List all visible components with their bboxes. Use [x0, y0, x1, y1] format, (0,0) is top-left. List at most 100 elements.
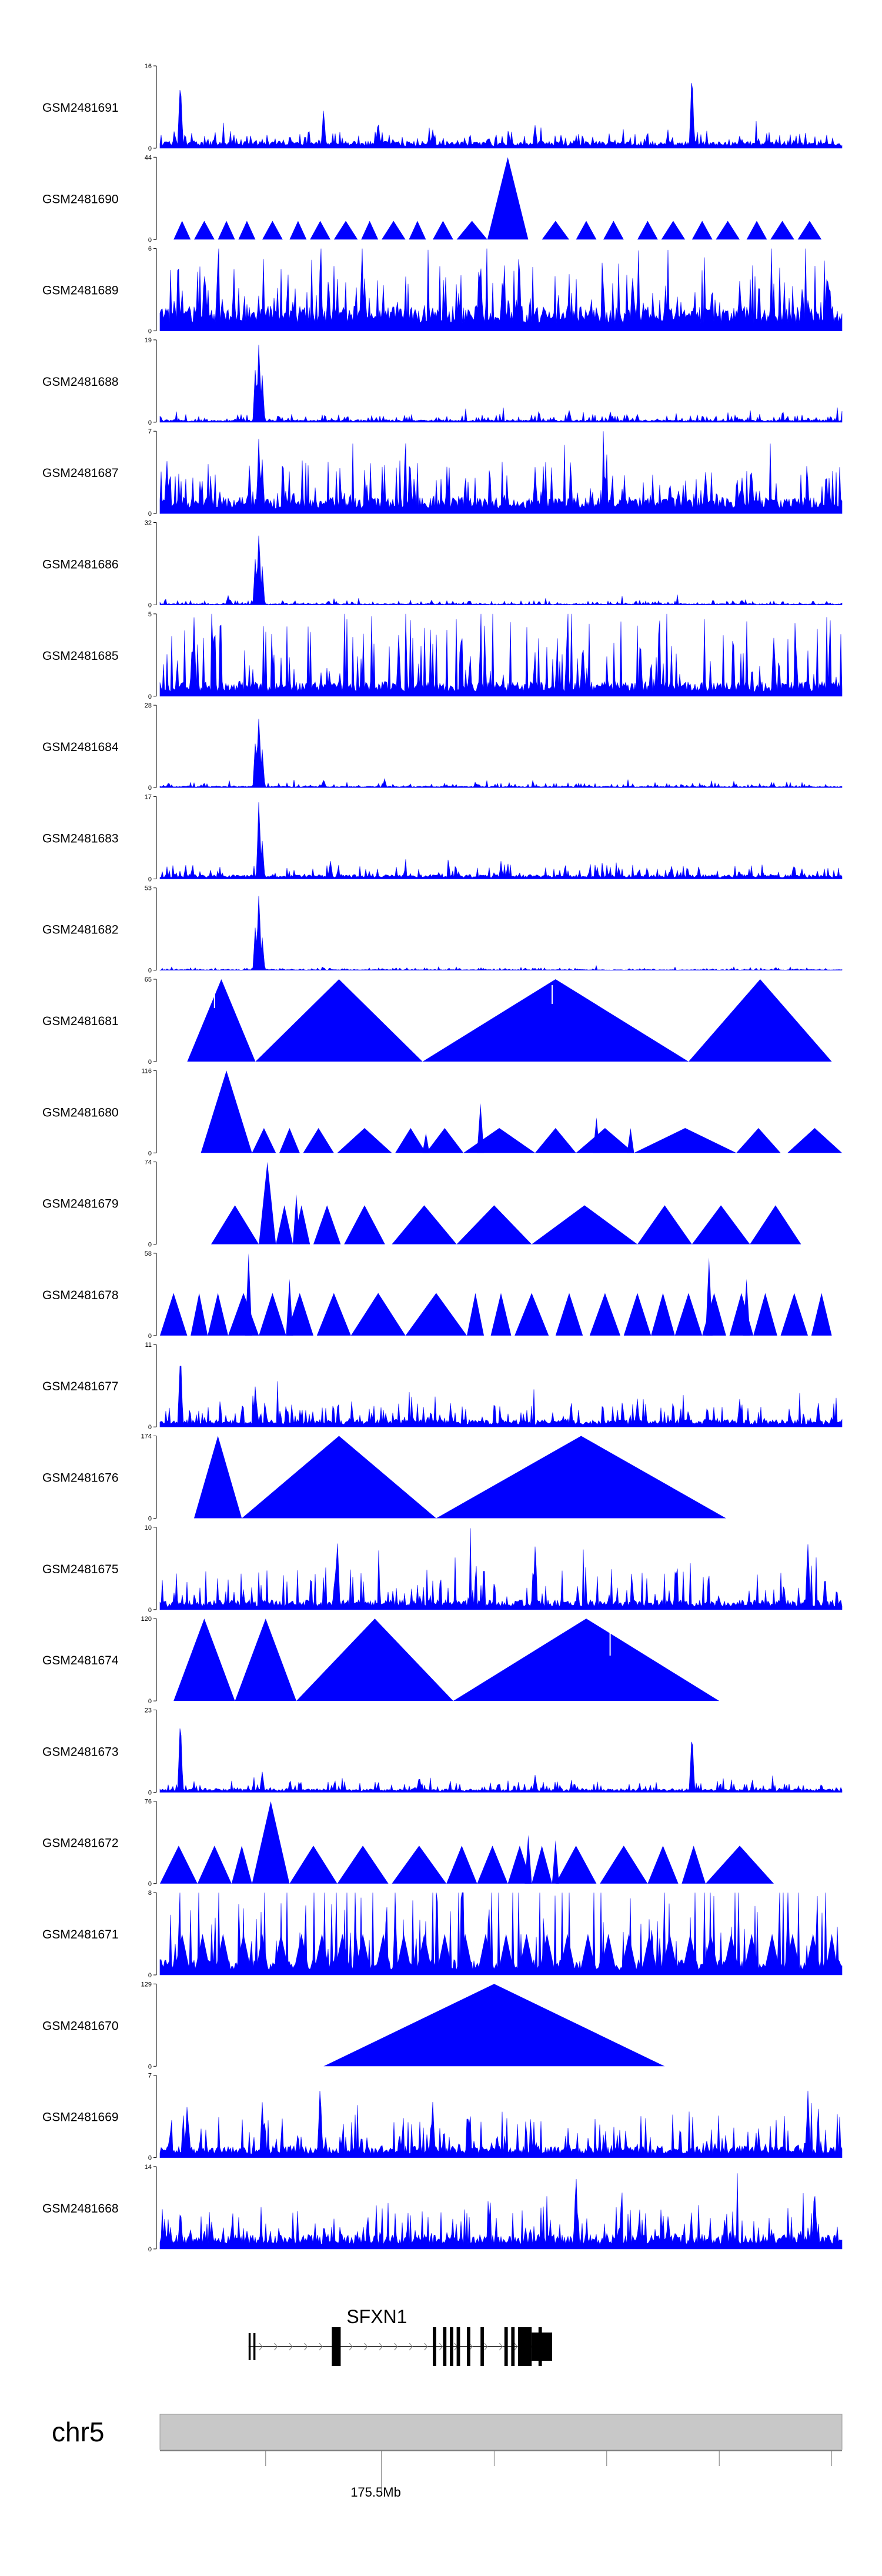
signal-peak	[691, 221, 713, 240]
y-max-label: 16	[145, 63, 152, 70]
y-min-label: 0	[148, 876, 152, 883]
signal-peak	[289, 221, 307, 240]
y-max-label: 28	[145, 702, 152, 709]
signal-peak	[467, 1293, 484, 1336]
signal-peak	[651, 1293, 675, 1336]
signal-peak	[409, 221, 426, 240]
y-max-label: 8	[148, 1890, 152, 1897]
signal-peak	[555, 1846, 597, 1884]
track-label: GSM2481674	[42, 1654, 119, 1667]
track-label: GSM2481686	[42, 558, 119, 572]
signal-peak	[316, 1293, 351, 1336]
signal-peak	[337, 1128, 392, 1153]
strand-arrow	[499, 2343, 503, 2351]
signal-spike	[524, 1834, 532, 1884]
y-min-label: 0	[148, 1972, 152, 1979]
signal-peak	[797, 221, 822, 240]
y-max-label: 7	[148, 428, 152, 435]
track-GSM2481688: GSM2481688 19 0	[42, 337, 843, 426]
signal-peak	[770, 221, 794, 240]
y-max-label: 19	[145, 337, 152, 344]
signal-area	[159, 613, 843, 697]
signal-spike	[477, 1103, 485, 1153]
signal-peak	[333, 221, 358, 240]
signal-spike	[293, 1194, 300, 1244]
signal-peak	[603, 221, 624, 240]
gene-exon	[450, 2327, 453, 2366]
track-label: GSM2481679	[42, 1197, 119, 1211]
track-label: GSM2481681	[42, 1015, 119, 1028]
signal-peak	[235, 1619, 296, 1701]
signal-peak	[259, 1162, 276, 1244]
signal-peak	[477, 1846, 508, 1884]
strand-arrow	[469, 2343, 473, 2351]
signal-peak	[490, 1293, 512, 1336]
signal-area	[159, 431, 843, 514]
signal-peak	[514, 1293, 549, 1336]
signal-peak	[787, 1128, 842, 1153]
y-min-label: 0	[148, 1789, 152, 1796]
signal-area	[159, 2090, 843, 2158]
y-max-label: 129	[141, 1981, 152, 1988]
signal-peak	[532, 1205, 637, 1244]
signal-peak	[173, 1619, 235, 1701]
signal-peak	[433, 221, 453, 240]
signal-area	[159, 719, 843, 788]
y-min-label: 0	[148, 145, 152, 152]
signal-peak	[716, 221, 740, 240]
signal-spike	[245, 1253, 252, 1336]
signal-peak	[811, 1293, 832, 1336]
track-layer: GSM2481691160GSM2481690440GSM248168960GS…	[42, 63, 843, 2253]
y-min-label: 0	[148, 419, 152, 426]
gene-exon	[433, 2327, 436, 2366]
y-max-label: 65	[145, 976, 152, 983]
y-max-label: 5	[148, 611, 152, 618]
y-max-label: 74	[145, 1159, 152, 1166]
y-max-label: 174	[141, 1433, 152, 1440]
signal-peak	[303, 1128, 334, 1153]
y-min-label: 0	[148, 1424, 152, 1431]
track-label: GSM2481687	[42, 466, 119, 480]
y-min-label: 0	[148, 2246, 152, 2253]
track-GSM2481683: GSM2481683 17 0	[42, 793, 843, 883]
signal-spike	[705, 1257, 713, 1336]
signal-peak	[681, 1846, 706, 1884]
signal-peak	[750, 1205, 801, 1244]
signal-peak	[310, 221, 330, 240]
track-label: GSM2481685	[42, 649, 119, 663]
signal-peak	[426, 1128, 464, 1153]
gene-exon	[443, 2327, 447, 2366]
y-min-label: 0	[148, 236, 152, 243]
y-max-label: 44	[145, 154, 152, 161]
signal-peak	[576, 221, 597, 240]
signal-peak	[197, 1846, 232, 1884]
track-label: GSM2481675	[42, 1563, 119, 1576]
signal-peak	[637, 1205, 692, 1244]
y-min-label: 0	[148, 1516, 152, 1523]
strand-arrow	[394, 2343, 398, 2351]
strand-arrow	[439, 2343, 443, 2351]
signal-peak	[382, 221, 406, 240]
signal-peak	[542, 221, 569, 240]
signal-peak	[392, 1846, 447, 1884]
signal-peak	[436, 1934, 453, 1975]
y-max-label: 53	[145, 885, 152, 892]
signal-peak	[313, 1205, 341, 1244]
strand-arrow	[409, 2343, 413, 2351]
track-GSM2481691: GSM2481691 16 0	[42, 63, 843, 152]
track-GSM2481674: GSM2481674 120 0	[42, 1616, 720, 1705]
track-label: GSM2481683	[42, 832, 119, 845]
signal-peak	[456, 221, 487, 240]
chromosome-ideogram: chr5 175.5Mb	[52, 2414, 843, 2500]
y-max-label: 17	[145, 793, 152, 800]
strand-arrow	[364, 2343, 368, 2351]
signal-peak	[173, 221, 191, 240]
strand-arrow	[274, 2343, 278, 2351]
signal-peak	[279, 1128, 300, 1153]
track-GSM2481685: GSM2481685 5 0	[42, 611, 843, 700]
track-label: GSM2481691	[42, 101, 119, 115]
signal-peak	[634, 1128, 737, 1153]
signal-spike	[593, 1117, 600, 1153]
gene-exon	[248, 2333, 251, 2360]
